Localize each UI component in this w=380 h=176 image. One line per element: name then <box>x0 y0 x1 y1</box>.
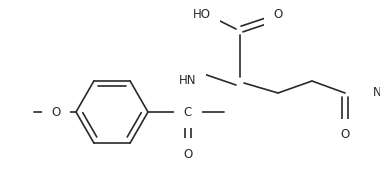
Text: O: O <box>340 128 350 142</box>
Text: O: O <box>273 8 283 21</box>
Text: NH₂: NH₂ <box>373 86 380 99</box>
Text: HN: HN <box>179 74 197 86</box>
Text: O: O <box>51 105 61 118</box>
Text: HO: HO <box>193 8 211 21</box>
Text: O: O <box>184 147 193 161</box>
Text: C: C <box>184 105 192 118</box>
